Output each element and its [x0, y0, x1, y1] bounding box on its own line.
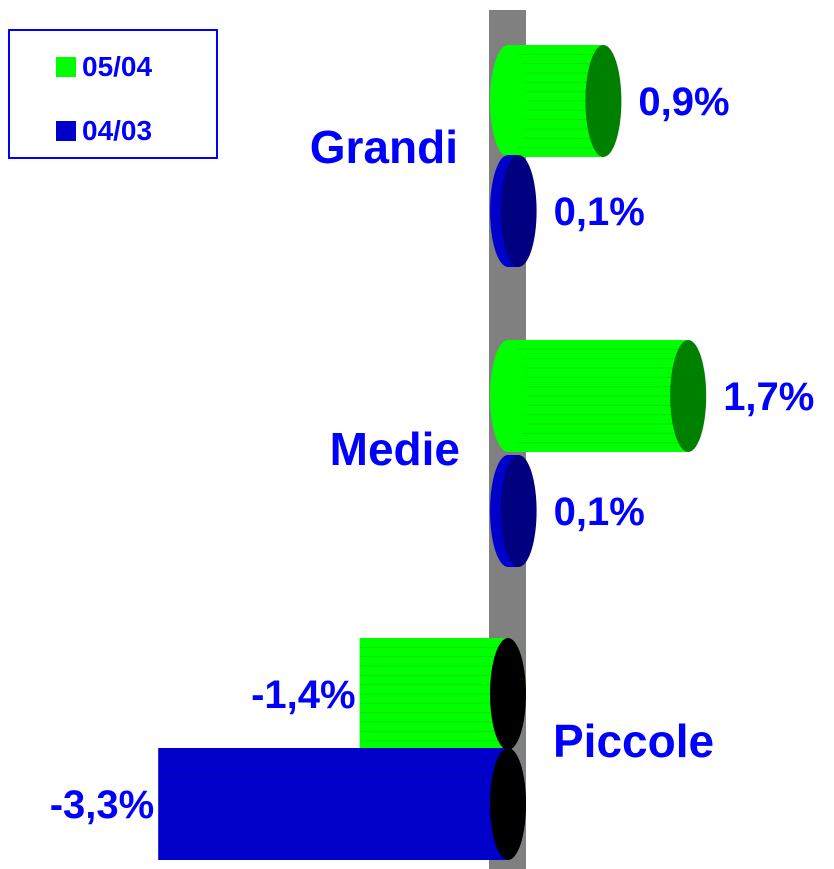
- bar-body: [158, 748, 508, 860]
- value-label-medie-04-03: 0,1%: [554, 490, 645, 534]
- value-label-piccole-05-04: -1,4%: [251, 673, 356, 717]
- bar-piccole-04-03: [158, 748, 526, 860]
- bar-cap: [500, 155, 537, 267]
- legend: 05/04 04/03: [8, 29, 218, 159]
- bar-grandi-04-03: [490, 155, 537, 267]
- category-label-medie: Medie: [330, 423, 460, 475]
- bar-piccole-05-04: [359, 638, 526, 750]
- bar-cap: [585, 45, 622, 157]
- bar-cap: [490, 638, 526, 750]
- value-label-grandi-04-03: 0,1%: [554, 190, 645, 234]
- bar-base: [490, 45, 526, 157]
- bar-cap: [490, 748, 526, 860]
- value-label-medie-05-04: 1,7%: [723, 375, 814, 419]
- bar-medie-05-04: [490, 340, 707, 452]
- bar-cap: [670, 340, 707, 452]
- legend-label-04-03: 04/03: [82, 115, 153, 146]
- bar-base: [490, 340, 526, 452]
- category-label-piccole: Piccole: [553, 715, 714, 767]
- legend-label-05-04: 05/04: [82, 51, 153, 82]
- bars-group: [158, 45, 707, 860]
- value-label-piccole-04-03: -3,3%: [50, 783, 155, 827]
- bar-body: [508, 340, 689, 452]
- labels-group: 0,9% 0,1% Grandi 1,7% 0,1% Medie -1,4% -3,3% Pic…: [50, 80, 815, 827]
- category-label-grandi: Grandi: [310, 121, 458, 173]
- legend-swatch-05-04: [56, 57, 76, 77]
- bar-cap: [500, 455, 537, 567]
- bar-grandi-05-04: [490, 45, 622, 157]
- legend-swatch-04-03: [56, 121, 76, 141]
- bar-body: [359, 638, 508, 750]
- legend-item-04-03: 04/03: [56, 117, 152, 145]
- legend-item-05-04: 05/04: [56, 53, 152, 81]
- bar-medie-04-03: [490, 455, 537, 567]
- value-label-grandi-05-04: 0,9%: [638, 80, 729, 124]
